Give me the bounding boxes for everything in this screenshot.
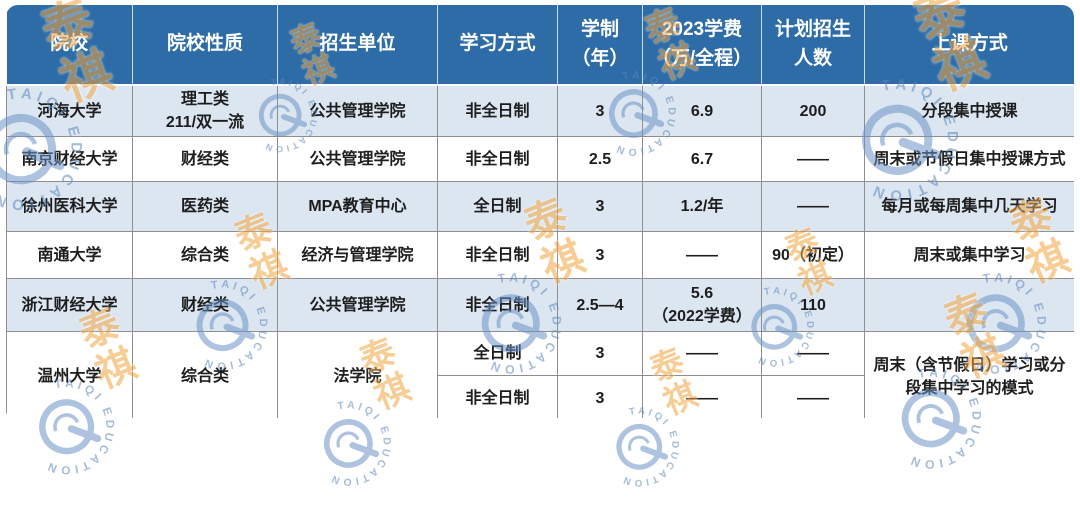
header-row: 院校 院校性质 招生单位 学习方式 学制 （年） 2023学费 （万/全程） 计… xyxy=(6,5,1074,86)
cell-duration: 3 xyxy=(557,181,643,233)
cell-tuition: 1.2/年 xyxy=(642,181,762,233)
table-row: 南京财经大学 财经类 公共管理学院 非全日制 2.5 6.7 —— 周末或节假日… xyxy=(6,136,1074,183)
cell-duration: 2.5 xyxy=(557,136,643,183)
table-row: 非全日制 3 —— —— xyxy=(7,375,1075,418)
cell-admission-unit: 公共管理学院 xyxy=(277,278,438,333)
cell-enrollment-quota: 90（初定） xyxy=(761,231,865,280)
cell-school: 南京财经大学 xyxy=(6,136,133,183)
cell-enrollment-quota: —— xyxy=(761,375,865,418)
cell-study-mode: 非全日制 xyxy=(437,278,558,333)
cell-school: 徐州医科大学 xyxy=(6,181,133,233)
cell-admission-unit: 经济与管理学院 xyxy=(277,231,438,280)
cell-class-format xyxy=(864,278,1074,333)
cell-tuition: —— xyxy=(642,375,762,418)
cell-study-mode: 全日制 xyxy=(437,331,558,377)
cell-class-format: 每月或每周集中几天学习 xyxy=(864,181,1074,233)
cell-nature: 医药类 xyxy=(132,181,278,233)
cell-enrollment-quota: —— xyxy=(761,136,865,183)
cell-nature: 理工类 211/双一流 xyxy=(132,84,278,138)
header-study-mode: 学习方式 xyxy=(437,5,558,86)
screenshot-canvas: { "theme": { "header_bg": "#2d6ca6", "he… xyxy=(0,0,1075,497)
cell-tuition: —— xyxy=(642,331,762,377)
cell-school: 河海大学 xyxy=(6,84,133,138)
cell-admission-unit: 公共管理学院 xyxy=(277,136,438,183)
cell-tuition: 6.9 xyxy=(642,84,762,138)
cell-class-format: 分段集中授课 xyxy=(864,84,1074,138)
cell-study-mode: 全日制 xyxy=(437,181,558,233)
admissions-comparison-table: 院校 院校性质 招生单位 学习方式 学制 （年） 2023学费 （万/全程） 计… xyxy=(6,5,1074,418)
header-admission-unit: 招生单位 xyxy=(277,5,438,86)
cell-nature: 财经类 xyxy=(132,278,278,333)
cell-duration: 3 xyxy=(557,331,643,377)
cell-duration: 2.5—4 xyxy=(557,278,643,333)
cell-school: 温州大学 xyxy=(6,331,133,418)
header-enrollment-quota: 计划招生 人数 xyxy=(761,5,865,86)
cell-enrollment-quota: 200 xyxy=(761,84,865,138)
cell-enrollment-quota: —— xyxy=(761,331,865,377)
table-row: 浙江财经大学 财经类 公共管理学院 非全日制 2.5—4 5.6 （2022学费… xyxy=(6,278,1074,333)
cell-study-mode: 非全日制 xyxy=(437,136,558,183)
cell-duration: 3 xyxy=(557,84,643,138)
cell-tuition: —— xyxy=(642,231,762,280)
cell-nature: 综合类 xyxy=(132,231,278,280)
cell-class-format: 周末（含节假日）学习或分段集中学习的模式 xyxy=(864,331,1074,418)
cell-admission-unit: MPA教育中心 xyxy=(277,181,438,233)
header-nature: 院校性质 xyxy=(132,5,278,86)
cell-school: 南通大学 xyxy=(6,231,133,280)
header-tuition: 2023学费 （万/全程） xyxy=(642,5,762,86)
cell-class-format: 周末或集中学习 xyxy=(864,231,1074,280)
cell-tuition: 6.7 xyxy=(642,136,762,183)
table-row: 河海大学 理工类 211/双一流 公共管理学院 非全日制 3 6.9 200 分… xyxy=(6,84,1074,138)
cell-school: 浙江财经大学 xyxy=(6,278,133,333)
cell-admission-unit: 公共管理学院 xyxy=(277,84,438,138)
cell-tuition: 5.6 （2022学费） xyxy=(642,278,762,333)
table-row: 徐州医科大学 医药类 MPA教育中心 全日制 3 1.2/年 —— 每月或每周集… xyxy=(6,181,1074,233)
header-school: 院校 xyxy=(6,5,133,86)
cell-nature: 综合类 xyxy=(132,331,278,418)
header-duration: 学制 （年） xyxy=(557,5,643,86)
cell-nature: 财经类 xyxy=(132,136,278,183)
cell-admission-unit: 法学院 xyxy=(277,331,438,418)
cell-enrollment-quota: 110 xyxy=(761,278,865,333)
cell-class-format: 周末或节假日集中授课方式 xyxy=(864,136,1074,183)
cell-enrollment-quota: —— xyxy=(761,181,865,233)
cell-study-mode: 非全日制 xyxy=(437,231,558,280)
table-row: 南通大学 综合类 经济与管理学院 非全日制 3 —— 90（初定） 周末或集中学… xyxy=(6,231,1074,280)
cell-duration: 3 xyxy=(557,375,643,418)
header-class-format: 上课方式 xyxy=(864,5,1074,86)
cell-study-mode: 非全日制 xyxy=(437,84,558,138)
table-row: 温州大学 综合类 法学院 全日制 3 —— —— 周末（含节假日）学习或分段集中… xyxy=(6,331,1074,418)
cell-study-mode: 非全日制 xyxy=(437,375,558,418)
cell-duration: 3 xyxy=(557,231,643,280)
